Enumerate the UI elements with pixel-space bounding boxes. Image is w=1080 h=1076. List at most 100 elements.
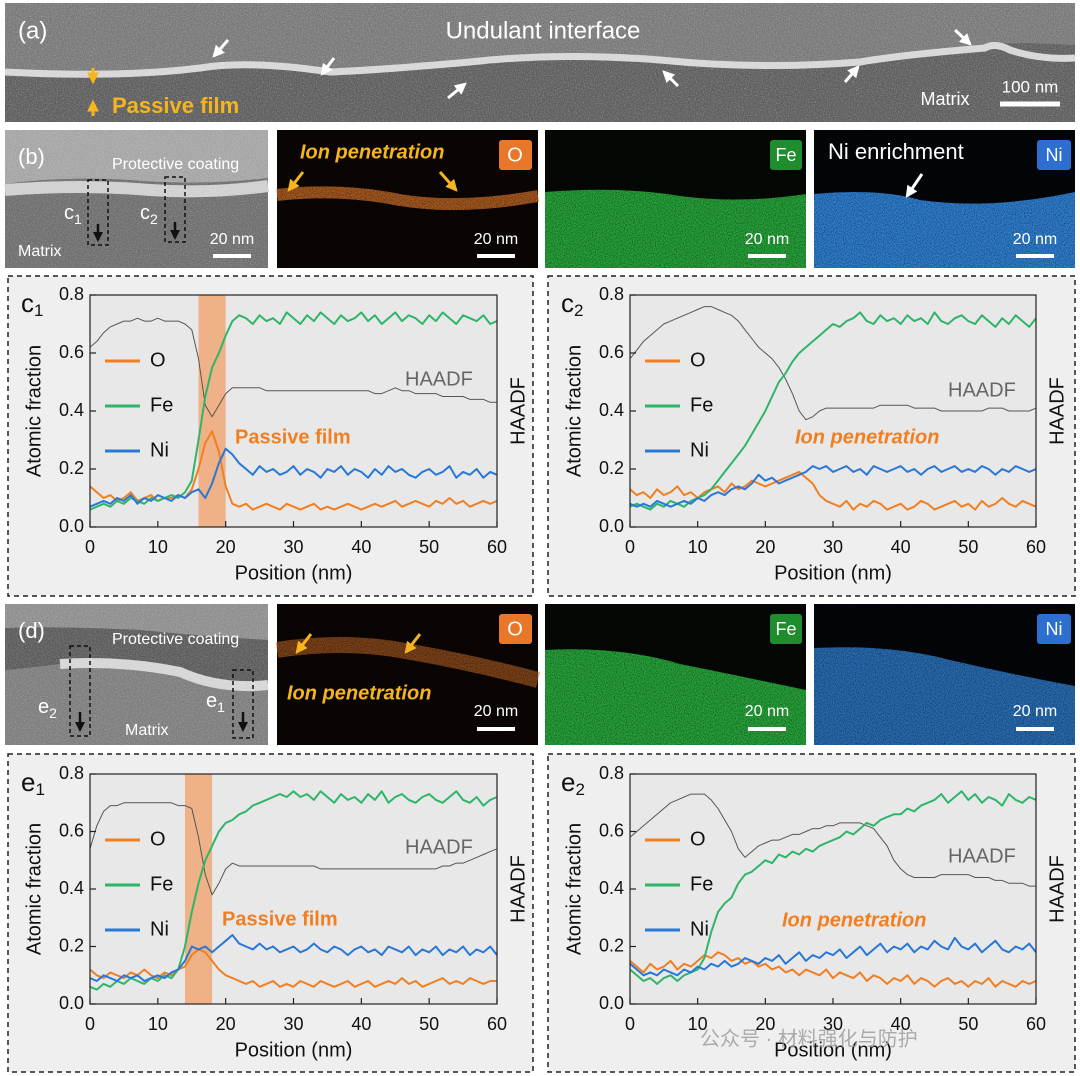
element-label: Fe xyxy=(775,619,796,639)
x-tick-label: 30 xyxy=(823,537,843,557)
arrow xyxy=(447,82,467,100)
panel-sub: 2 xyxy=(574,301,583,320)
panel-label: e1 xyxy=(21,767,45,800)
panel-letter: e xyxy=(561,767,575,797)
panel-sub: 2 xyxy=(575,780,584,799)
x-tick-label: 50 xyxy=(958,1014,978,1034)
x-tick-label: 30 xyxy=(283,537,303,557)
legend-label: Ni xyxy=(150,439,169,461)
line-scan-box xyxy=(232,669,254,739)
haadf-line xyxy=(629,793,1036,887)
line-scan-box xyxy=(87,179,109,246)
element-label: O xyxy=(507,618,523,640)
y-tick-label: 0.0 xyxy=(59,993,84,1013)
haadf-label: HAADF xyxy=(948,845,1016,867)
panel-label: (b) xyxy=(18,144,45,169)
matrix-label: Matrix xyxy=(921,89,970,109)
x-tick-label: 40 xyxy=(351,1014,371,1034)
element-label: O xyxy=(507,144,523,166)
scan-label: c1 xyxy=(64,202,82,226)
annotation: Passive film xyxy=(222,908,338,930)
grain xyxy=(5,130,268,268)
panel-label: c1 xyxy=(21,288,43,321)
element-badge xyxy=(1037,140,1071,170)
panel-b: (b) Protective coating c1 c2 Matrix 20 n… xyxy=(4,130,1075,268)
grain xyxy=(277,130,538,268)
panel-letter: c xyxy=(21,288,34,318)
scale-label: 20 nm xyxy=(1013,231,1057,248)
y-axis-label: Atomic fraction xyxy=(23,345,45,477)
y-tick-label: 0.8 xyxy=(599,284,624,304)
scale-label: 20 nm xyxy=(474,231,518,248)
scale-label: 20 nm xyxy=(1013,703,1057,720)
x-tick-label: 60 xyxy=(1026,537,1046,557)
haadf-label: HAADF xyxy=(405,836,473,858)
y-tick-label: 0.2 xyxy=(59,935,84,955)
y-tick-label: 0.4 xyxy=(599,878,624,898)
x-tick-label: 10 xyxy=(688,537,708,557)
x-tick-label: 50 xyxy=(419,537,439,557)
matrix-label: Matrix xyxy=(125,722,169,739)
panel-sub: 1 xyxy=(35,780,44,799)
haadf-line xyxy=(89,802,498,896)
legend-label: Fe xyxy=(690,873,713,895)
scale-label: 20 nm xyxy=(745,703,789,720)
series-line xyxy=(629,951,1037,988)
grain xyxy=(277,604,538,745)
panel-d: (d) Protective coating e2 e1 Matrix Ion … xyxy=(5,604,1075,745)
y-tick-label: 0.0 xyxy=(599,516,624,536)
panel-letter: e xyxy=(21,767,35,797)
panel-a: (a) Undulant interface Passive film Matr… xyxy=(4,3,1076,122)
haadf-label: HAADF xyxy=(405,368,473,390)
panel-label: c2 xyxy=(561,288,583,321)
scale-label: 20 nm xyxy=(210,231,254,248)
y-tick-label: 0.2 xyxy=(59,458,84,478)
y2-axis-label: HAADF xyxy=(1046,855,1068,923)
image-title: Undulant interface xyxy=(446,17,641,44)
note: Ni enrichment xyxy=(828,139,964,164)
x-tick-label: 60 xyxy=(1026,1014,1046,1034)
x-tick-label: 60 xyxy=(487,1014,507,1034)
coating-label: Protective coating xyxy=(112,156,239,173)
element-badge xyxy=(499,614,532,644)
panel-label: e2 xyxy=(561,767,585,800)
x-tick-label: 0 xyxy=(625,537,635,557)
x-tick-label: 30 xyxy=(283,1014,303,1034)
element-label: Fe xyxy=(775,145,796,165)
matrix-label: Matrix xyxy=(18,243,62,260)
x-tick-label: 40 xyxy=(891,1014,911,1034)
grain xyxy=(5,3,1075,122)
y-tick-label: 0.6 xyxy=(59,820,84,840)
line-scan-box xyxy=(69,645,91,737)
legend-label: O xyxy=(690,828,706,850)
y-tick-label: 0.4 xyxy=(59,400,84,420)
x-axis-label: Position (nm) xyxy=(235,562,353,584)
grain xyxy=(545,130,806,268)
x-axis-label: Position (nm) xyxy=(774,562,892,584)
element-label: Ni xyxy=(1046,619,1063,639)
panel-label: (d) xyxy=(18,618,45,643)
x-tick-label: 0 xyxy=(625,1014,635,1034)
y-tick-label: 0.0 xyxy=(599,993,624,1013)
legend-label: Ni xyxy=(150,918,169,940)
haadf-line xyxy=(629,306,1037,421)
x-axis-label: Position (nm) xyxy=(235,1039,353,1061)
x-tick-label: 30 xyxy=(823,1014,843,1034)
coating-label: Protective coating xyxy=(112,631,239,648)
panel-letter: c xyxy=(561,288,574,318)
element-label: Ni xyxy=(1046,145,1063,165)
legend-label: Fe xyxy=(150,873,173,895)
series-line xyxy=(629,465,1037,508)
series-line xyxy=(89,790,498,991)
watermark: 公众号 · 材料强化与防护 xyxy=(700,1027,918,1050)
arrow xyxy=(212,39,230,58)
series-line xyxy=(629,790,1037,985)
grain xyxy=(814,604,1075,745)
y-axis-label: Atomic fraction xyxy=(563,345,585,477)
y-axis-label: Atomic fraction xyxy=(23,823,45,955)
y-axis-label: Atomic fraction xyxy=(563,823,585,955)
line-scan-box xyxy=(164,176,186,243)
scan-label: c2 xyxy=(140,202,158,226)
arrows xyxy=(212,28,972,100)
